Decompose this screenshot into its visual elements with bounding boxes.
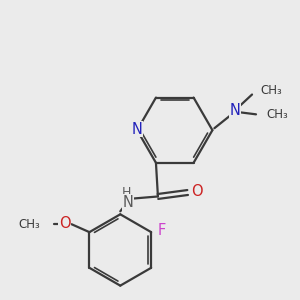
Text: O: O <box>59 216 70 231</box>
Text: N: N <box>132 122 142 137</box>
Text: O: O <box>191 184 203 199</box>
Text: CH₃: CH₃ <box>18 218 40 231</box>
Text: CH₃: CH₃ <box>266 108 288 121</box>
Text: N: N <box>230 103 241 118</box>
Text: CH₃: CH₃ <box>260 84 282 97</box>
Text: F: F <box>158 223 166 238</box>
Text: N: N <box>123 195 134 210</box>
Text: H: H <box>122 186 131 199</box>
